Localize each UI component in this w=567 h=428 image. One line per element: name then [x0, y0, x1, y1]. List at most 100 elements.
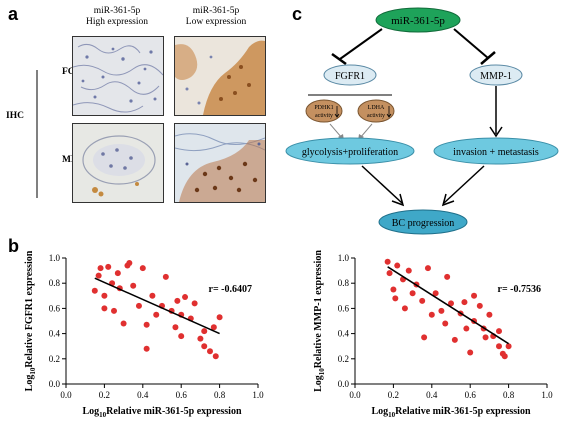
- data-point: [135, 302, 142, 309]
- ihc-image-mmp1-low: [174, 123, 266, 203]
- y-tick-label: 0.8: [338, 278, 350, 288]
- y-tick-label: 0.4: [49, 329, 61, 339]
- y-tick-label: 1.0: [338, 253, 350, 263]
- y-tick-label: 0.0: [338, 379, 350, 389]
- data-point: [467, 349, 474, 356]
- pathway-diagram: miR-361-5p FGFR1 MMP-1 PDHK1 activity LD…: [285, 7, 559, 235]
- data-point: [501, 353, 508, 360]
- data-point: [97, 265, 104, 272]
- panel-label-b: b: [8, 236, 19, 256]
- data-point: [95, 272, 102, 279]
- arrow-glyco-bc: [361, 165, 403, 204]
- y-tick-label: 0.6: [49, 303, 61, 313]
- data-point: [482, 334, 489, 341]
- y-tick-label: 1.0: [49, 253, 61, 263]
- node-mir361-label: miR-361-5p: [391, 15, 445, 27]
- regression-line: [94, 277, 220, 335]
- node-ldha: [357, 99, 395, 123]
- ihc-group-label: IHC: [6, 111, 24, 121]
- ihc-col-header-low: miR-361-5p Low expression: [168, 6, 264, 28]
- y-tick-label: 0.2: [49, 354, 60, 364]
- data-point: [384, 258, 391, 265]
- data-point: [182, 294, 189, 301]
- node-ldha-line1: LDHA: [368, 105, 385, 111]
- data-point: [101, 292, 108, 299]
- data-point: [386, 270, 393, 277]
- data-point: [212, 353, 219, 360]
- data-point: [114, 270, 121, 277]
- node-bc-progression: [378, 209, 468, 235]
- node-bc-progression-label: BC progression: [392, 218, 455, 229]
- y-tick-label: 0.6: [338, 303, 350, 313]
- scatter-plot-mmp1: 0.0 0.2 0.4 0.6 0.8 1.0 0.0 0.2 0.4 0.6 0.8 1.0 r= -…: [313, 250, 553, 419]
- data-point: [216, 314, 223, 321]
- data-point: [421, 334, 428, 341]
- node-pdhk1: [305, 99, 343, 123]
- ihc-col-high-line1: miR-361-5p: [93, 6, 141, 16]
- arrow-pdhk1-glyco: [329, 123, 343, 139]
- data-point: [463, 325, 470, 332]
- data-point: [143, 321, 150, 328]
- ihc-col-low-line1: miR-361-5p: [192, 6, 240, 16]
- ihc-group-bracket: [36, 70, 38, 198]
- correlation-r-label: r= -0.7536: [498, 284, 541, 295]
- node-pdhk1-line1: PDHK1: [314, 105, 333, 111]
- node-glycolysis-label: glycolysis+proliferation: [302, 147, 398, 158]
- node-pdhk1-line2: activity: [315, 113, 333, 119]
- x-tick-label: 0.8: [214, 390, 226, 400]
- data-point: [401, 305, 408, 312]
- data-point: [438, 307, 445, 314]
- x-tick-label: 0.0: [60, 390, 72, 400]
- x-tick-label: 0.2: [99, 390, 110, 400]
- x-tick-label: 0.6: [176, 390, 188, 400]
- data-point: [471, 292, 478, 299]
- data-point: [126, 260, 133, 267]
- x-axis-label: Log10Relative miR-361-5p expression: [82, 406, 241, 419]
- data-point: [390, 286, 397, 293]
- data-point: [210, 324, 217, 331]
- x-tick-label: 0.2: [388, 390, 399, 400]
- data-point: [428, 311, 435, 318]
- data-point: [432, 290, 439, 297]
- panel-label-a: a: [8, 4, 19, 24]
- ihc-col-high-line2: High expression: [85, 17, 148, 27]
- data-point: [409, 290, 416, 297]
- node-mmp1: [469, 64, 523, 86]
- node-glycolysis: [285, 137, 415, 165]
- ihc-image-fgfr1-high: [72, 36, 164, 116]
- data-point: [496, 328, 502, 335]
- data-point: [451, 336, 458, 343]
- data-point: [162, 273, 169, 280]
- x-axis-label: Log10Relative miR-361-5p expression: [371, 406, 530, 419]
- node-fgfr1: [323, 64, 377, 86]
- data-point: [496, 343, 502, 350]
- data-point: [207, 348, 213, 355]
- ihc-col-header-high: miR-361-5p High expression: [72, 6, 162, 28]
- data-point: [139, 265, 146, 272]
- data-point: [486, 311, 493, 318]
- scatter-plot-fgfr1: 0.0 0.2 0.4 0.6 0.8 1.0 0.0 0.2 0.4 0.6 0.8 1.0 r= -…: [24, 250, 264, 419]
- x-tick-label: 0.6: [465, 390, 477, 400]
- y-tick-label: 0.4: [338, 329, 350, 339]
- x-tick-label: 0.8: [503, 390, 515, 400]
- data-point: [442, 320, 449, 327]
- y-axis-label: Log10Relative FGFR1 expression: [24, 250, 37, 391]
- y-axis-label: Log10Relative MMP-1 expression: [313, 250, 326, 392]
- data-point: [105, 263, 112, 270]
- node-invasion: [433, 137, 559, 165]
- data-point: [91, 287, 98, 294]
- x-tick-label: 0.0: [349, 390, 361, 400]
- data-point: [101, 305, 108, 312]
- data-point: [405, 267, 412, 274]
- ihc-col-low-line2: Low expression: [185, 17, 247, 27]
- data-point: [461, 299, 468, 306]
- correlation-r-label: r= -0.6407: [209, 284, 252, 295]
- data-point: [201, 343, 208, 350]
- data-point: [201, 328, 208, 335]
- data-point: [174, 297, 181, 304]
- node-ldha-line2: activity: [367, 113, 385, 119]
- data-point: [153, 311, 160, 318]
- data-point: [191, 300, 198, 307]
- data-point: [448, 300, 454, 307]
- data-point: [444, 273, 451, 280]
